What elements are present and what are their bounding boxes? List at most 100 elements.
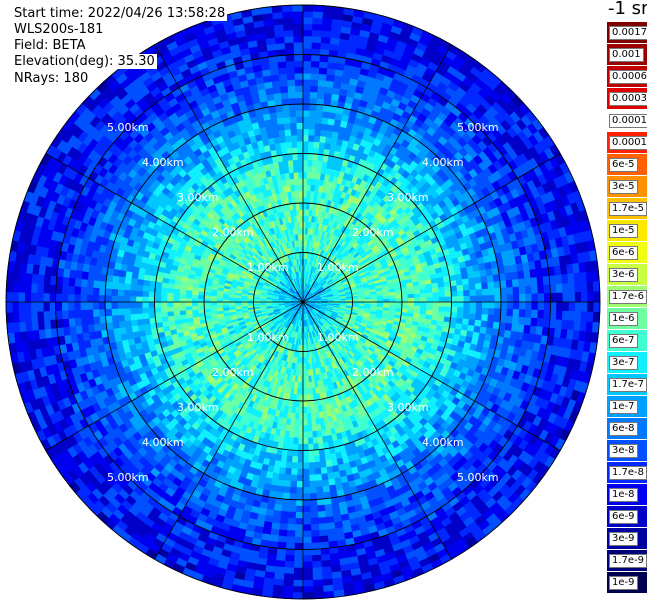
range-gate-cell (449, 280, 458, 287)
range-gate-cell (316, 504, 326, 513)
range-gate-cell (426, 292, 434, 299)
range-gate-cell (280, 504, 290, 513)
range-gate-cell (302, 103, 311, 111)
range-gate-cell (313, 141, 321, 149)
range-gate-cell (456, 290, 465, 297)
range-gate-cell (311, 548, 322, 556)
range-gate-cell (593, 301, 601, 313)
range-gate-cell (401, 297, 409, 303)
range-gate-cell (296, 480, 304, 488)
range-gate-cell (311, 35, 322, 44)
range-gate-cell (284, 554, 295, 563)
range-gate-cell (407, 297, 415, 303)
range-gate-cell (310, 418, 317, 426)
range-gate-cell (311, 29, 323, 37)
range-gate-cell (297, 443, 304, 451)
range-gate-cell (283, 473, 292, 482)
range-gate-cell (302, 480, 310, 488)
range-gate-cell (293, 431, 299, 439)
range-gate-cell (302, 10, 314, 18)
range-gate-cell (318, 448, 325, 457)
range-gate-cell (309, 499, 318, 507)
range-gate-cell (308, 140, 315, 149)
range-gate-cell (444, 291, 452, 298)
range-gate-cell (302, 116, 310, 124)
range-gate-cell (293, 567, 304, 575)
range-gate-cell (568, 310, 576, 322)
range-gate-cell (468, 313, 477, 321)
range-gate-cell (506, 301, 514, 310)
range-gate-cell (488, 294, 496, 303)
range-gate-cell (444, 301, 452, 308)
range-gate-cell (536, 318, 545, 328)
range-gate-cell (456, 284, 464, 292)
range-gate-cell (284, 467, 292, 476)
range-gate-cell (487, 308, 496, 316)
range-gate-cell (315, 116, 323, 124)
range-gate-cell (425, 288, 433, 294)
range-gate-cell (419, 305, 428, 311)
range-gate-cell (587, 291, 595, 303)
range-gate-cell (469, 295, 477, 303)
range-gate-cell (310, 523, 320, 532)
range-gate-cell (276, 479, 285, 487)
range-gate-cell (310, 66, 320, 74)
range-gate-cell (302, 375, 307, 383)
range-gate-cell (302, 567, 313, 575)
range-gate-cell (320, 129, 328, 137)
range-gate-cell (302, 60, 312, 68)
range-gate-cell (561, 319, 569, 331)
range-gate-cell (293, 555, 304, 563)
range-gate-cell (444, 296, 452, 303)
range-gate-cell (302, 35, 313, 43)
range-gate-cell (574, 282, 582, 293)
range-gate-cell (292, 586, 304, 594)
range-gate-cell (382, 295, 390, 300)
range-gate-cell (480, 320, 488, 329)
range-gate-cell (277, 535, 287, 544)
range-gate-cell (294, 412, 300, 420)
range-gate-cell (488, 301, 496, 310)
range-gate-cell (321, 566, 332, 574)
range-gate-cell (549, 301, 558, 312)
range-gate-cell (493, 315, 501, 324)
range-gate-cell (302, 85, 311, 93)
range-gate-cell (317, 517, 327, 525)
range-gate-cell (313, 461, 321, 470)
range-gate-cell (574, 301, 582, 313)
range-gate-cell (322, 578, 334, 587)
range-gate-cell (318, 67, 328, 75)
range-gate-cell (319, 460, 327, 469)
range-gate-cell (376, 298, 384, 303)
range-gate-cell (580, 281, 588, 293)
range-gate-cell (302, 592, 314, 600)
range-gate-cell (316, 492, 325, 500)
range-gate-cell (531, 293, 539, 303)
range-gate-cell (312, 585, 324, 593)
range-gate-cell (314, 122, 323, 131)
range-gate-cell (302, 97, 311, 105)
range-gate-cell (511, 316, 520, 325)
range-gate-cell (302, 524, 312, 532)
range-gate-cell (456, 307, 465, 314)
range-gate-cell (543, 301, 551, 311)
range-gate-cell (302, 555, 313, 563)
range-gate-cell (389, 295, 397, 300)
range-gate-cell (574, 311, 582, 322)
range-gate-cell (310, 72, 320, 81)
range-gate-cell (506, 308, 514, 318)
range-gate-cell (519, 301, 527, 311)
range-gate-cell (308, 468, 316, 476)
range-gate-cell (294, 418, 300, 427)
range-gate-cell (295, 493, 304, 501)
range-gate-cell (298, 425, 304, 433)
range-gate-cell (493, 287, 502, 296)
range-gate-cell (314, 473, 323, 482)
range-gate-cell (302, 518, 312, 526)
range-gate-cell (313, 134, 321, 143)
range-gate-cell (302, 419, 308, 427)
range-gate-cell (310, 536, 321, 544)
range-gate-cell (494, 294, 502, 303)
range-gate-cell (305, 381, 310, 389)
range-gate-cell (512, 301, 520, 310)
